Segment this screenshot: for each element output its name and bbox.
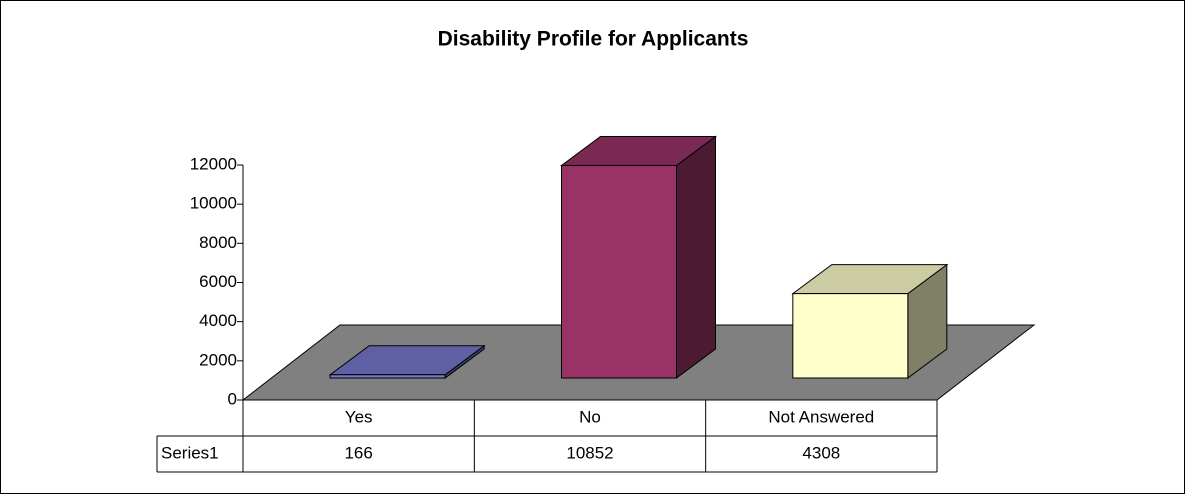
y-tick-label: 12000 xyxy=(190,154,237,173)
y-tick-label: 0 xyxy=(228,389,237,408)
bar xyxy=(792,293,909,379)
bar xyxy=(329,374,446,379)
y-tick-label: 2000 xyxy=(199,350,237,369)
bar xyxy=(561,164,677,379)
table-value: 4308 xyxy=(802,443,840,462)
table-value: 10852 xyxy=(566,443,613,462)
chart-title: Disability Profile for Applicants xyxy=(438,28,749,51)
x-tick-label: Not Answered xyxy=(768,407,874,426)
y-tick-label: 8000 xyxy=(199,233,237,252)
y-tick-label: 6000 xyxy=(199,272,237,291)
table-value: 166 xyxy=(344,443,372,462)
y-tick-label: 4000 xyxy=(199,311,237,330)
x-tick-label: Yes xyxy=(345,407,373,426)
legend-label: Series1 xyxy=(161,443,219,462)
y-tick-label: 10000 xyxy=(190,194,237,213)
bar-side xyxy=(676,135,716,379)
x-tick-label: No xyxy=(579,407,601,426)
